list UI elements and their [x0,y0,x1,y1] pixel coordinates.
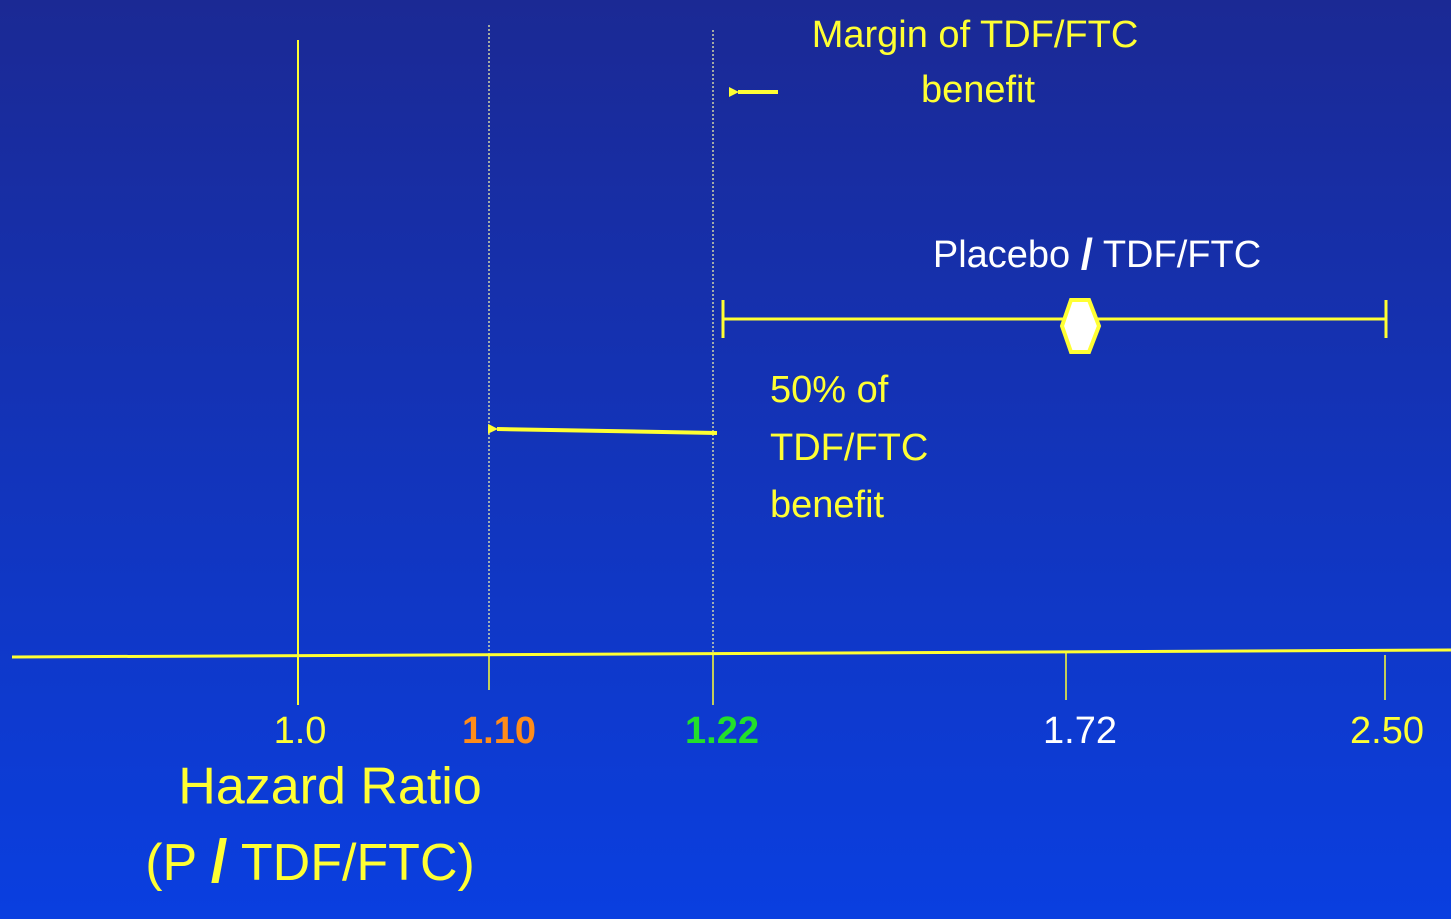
text-part: (P [145,834,211,892]
label-line: Margin of TDF/FTC [812,14,1139,56]
label-line: benefit [770,484,885,526]
margin-label: Margin of TDF/FTC benefit [812,14,1139,111]
label-line: 50% of [770,369,889,411]
tick-label: 2.50 [1350,710,1424,752]
text-part: TDF/FTC) [227,834,474,892]
text-part: Placebo [933,234,1081,276]
tick-labels: 1.0 1.10 1.22 1.72 2.50 [274,710,1424,752]
text-part: TDF/FTC [1093,234,1261,276]
axis-title: Hazard Ratio [178,758,481,816]
point-estimate [1059,298,1102,354]
label-line: TDF/FTC [770,427,928,469]
comparison-label: Placebo / TDF/FTC [933,230,1261,279]
tick-label: 1.22 [685,710,759,752]
slash: / [211,828,228,895]
label-line: benefit [921,69,1036,111]
axis-subtitle: (P / TDF/FTC) [145,828,475,895]
half-benefit-label: 50% of TDF/FTC benefit [770,369,928,526]
tick-label: 1.10 [462,710,536,752]
tick-label: 1.72 [1043,710,1117,752]
arrow [487,423,718,435]
x-axis [11,648,1451,659]
tick-label: 1.0 [274,710,327,752]
slash: / [1081,230,1093,279]
